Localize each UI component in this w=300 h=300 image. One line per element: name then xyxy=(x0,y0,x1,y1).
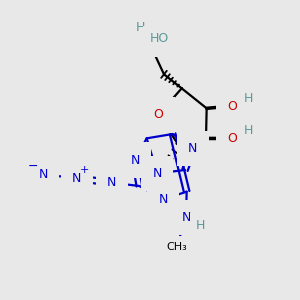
Text: O: O xyxy=(228,132,238,145)
Text: N: N xyxy=(39,168,48,181)
Text: +: + xyxy=(80,165,89,175)
Text: −: − xyxy=(28,160,39,173)
Text: O: O xyxy=(228,100,238,112)
Text: H: H xyxy=(244,92,253,104)
Text: N: N xyxy=(130,154,140,166)
Text: H: H xyxy=(196,219,206,232)
Text: N: N xyxy=(153,167,162,180)
Text: H: H xyxy=(244,124,253,137)
Text: N: N xyxy=(181,211,191,224)
Text: O: O xyxy=(143,33,153,46)
Text: N: N xyxy=(107,176,116,189)
Text: N: N xyxy=(72,172,81,185)
Text: HO: HO xyxy=(150,32,169,45)
Text: N: N xyxy=(159,193,168,206)
Text: N: N xyxy=(188,142,197,155)
Text: H: H xyxy=(136,21,146,34)
Text: CH₃: CH₃ xyxy=(166,242,187,252)
Text: O: O xyxy=(153,109,163,122)
